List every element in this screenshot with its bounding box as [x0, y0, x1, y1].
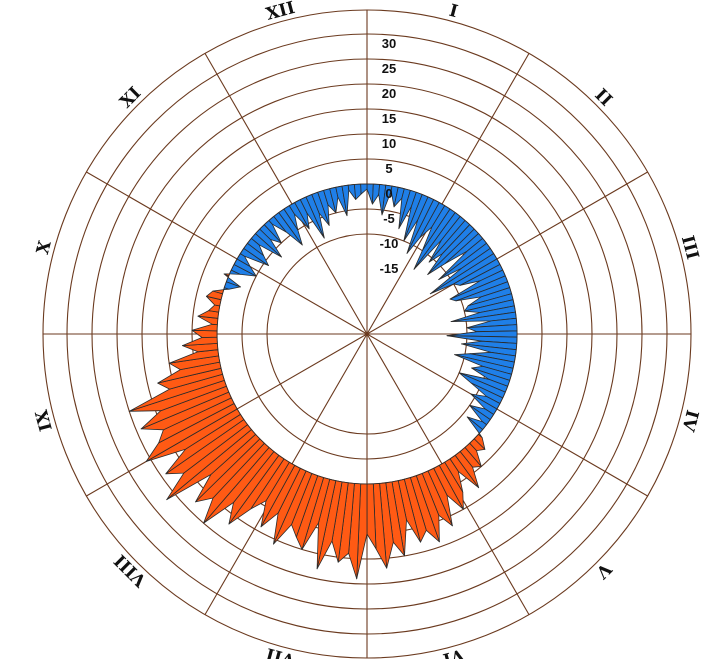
band-below-baseline — [354, 183, 362, 200]
scale-label: -15 — [380, 261, 399, 276]
month-label: VII — [264, 643, 298, 659]
grid-spoke — [204, 53, 368, 335]
scale-label: 25 — [382, 61, 396, 76]
grid-spoke — [366, 333, 648, 497]
grid — [42, 9, 692, 659]
month-label: X — [33, 238, 56, 257]
band-below-baseline — [226, 276, 241, 288]
scale-label: 10 — [382, 136, 396, 151]
band-above-baseline — [191, 323, 218, 332]
band-below-baseline — [360, 183, 368, 195]
month-label: IX — [32, 407, 57, 433]
month-label: I — [447, 1, 460, 22]
scale-label: 20 — [382, 86, 396, 101]
scale-label: -10 — [380, 236, 399, 251]
band-above-baseline — [212, 289, 225, 295]
scale-label: 30 — [382, 36, 396, 51]
month-label: IV — [677, 408, 702, 434]
month-label: V — [591, 558, 616, 583]
grid-spoke — [366, 171, 648, 335]
month-label: XII — [264, 0, 297, 25]
grid-spoke — [366, 53, 530, 335]
data-bands — [128, 183, 518, 580]
band-above-baseline — [223, 273, 230, 277]
scale-label: 0 — [385, 186, 392, 201]
band-below-baseline — [466, 416, 483, 434]
scale-label: 15 — [382, 111, 396, 126]
month-label: III — [677, 233, 703, 261]
month-label: VI — [441, 644, 468, 659]
scale-label: 5 — [385, 161, 392, 176]
month-label: II — [591, 85, 616, 110]
scale-label: -5 — [383, 211, 395, 226]
grid-spoke — [86, 171, 368, 335]
month-label: XI — [116, 83, 145, 112]
radial-scale-labels: 30 25 20 15 10 5 0 -5 -10 -15 — [380, 36, 399, 276]
band-above-baseline — [208, 304, 221, 313]
